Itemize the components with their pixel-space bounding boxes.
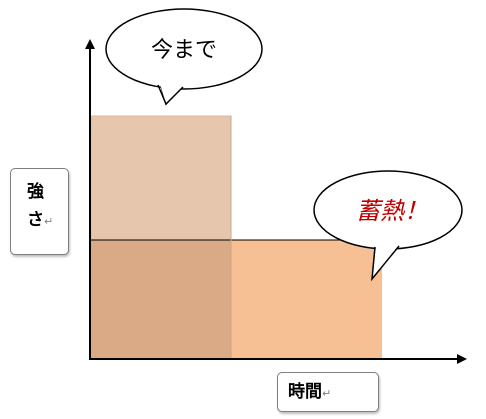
paragraph-mark-icon: ↵ <box>322 387 332 400</box>
x-axis-label-text: 時間 <box>288 382 322 402</box>
y-axis-label-text-1: 強 <box>27 182 44 202</box>
speech-bubble-current: 今まで <box>105 8 263 106</box>
stored-level-block <box>231 240 382 358</box>
y-axis-label: 強 さ↵ <box>10 168 69 255</box>
speech-bubble-storage-text: 蓄熱！ <box>356 197 428 225</box>
paragraph-mark-icon: ↵ <box>44 215 54 228</box>
y-axis-label-line-2: さ↵ <box>27 206 68 236</box>
overlap-block <box>91 240 231 358</box>
y-axis-label-line-1: 強 <box>27 178 68 206</box>
x-axis-label: 時間↵ <box>277 372 379 412</box>
y-axis-label-text-2: さ <box>27 210 44 230</box>
previous-level-block <box>90 115 232 241</box>
speech-bubble-current-text: 今まで <box>151 38 217 63</box>
speech-bubble-storage: 蓄熱！ <box>313 170 463 282</box>
